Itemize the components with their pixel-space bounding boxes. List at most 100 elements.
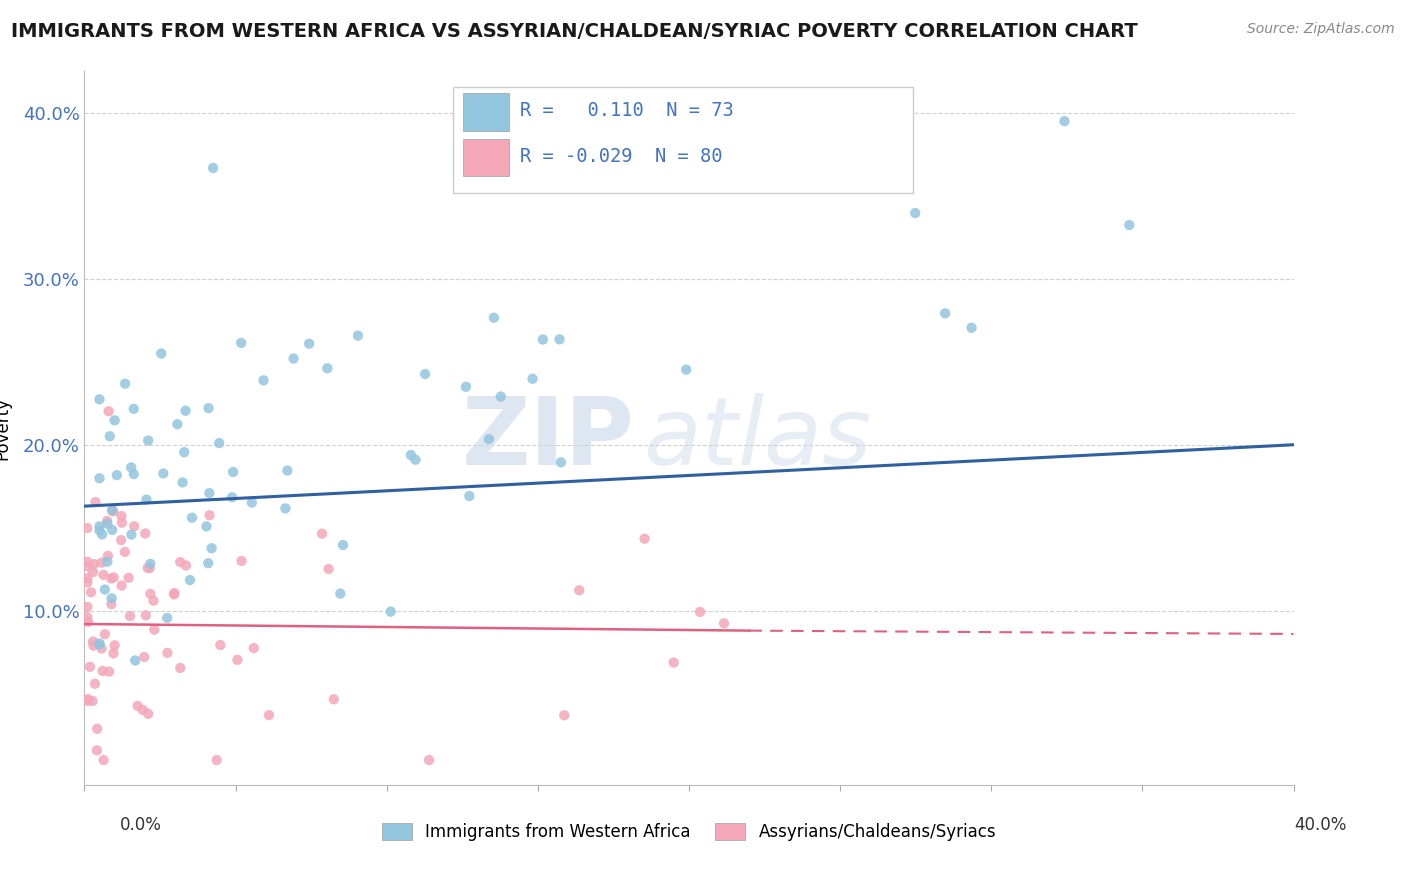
Point	[169, 661, 191, 675]
Point	[76, 571, 98, 585]
Point	[101, 503, 124, 517]
Point	[531, 333, 554, 347]
Point	[166, 417, 188, 432]
Point	[548, 332, 571, 346]
Point	[103, 570, 125, 584]
Point	[200, 541, 222, 556]
Point	[380, 605, 402, 619]
Text: R =   0.110  N = 73: R = 0.110 N = 73	[520, 101, 734, 120]
Point	[79, 660, 101, 674]
Point	[96, 514, 118, 528]
Point	[96, 555, 118, 569]
Point	[76, 521, 98, 535]
Point	[91, 527, 114, 541]
Point	[318, 562, 340, 576]
Point	[89, 519, 111, 533]
Point	[76, 555, 98, 569]
Point	[181, 510, 204, 524]
Point	[110, 579, 132, 593]
Point	[142, 593, 165, 607]
Point	[100, 571, 122, 585]
Point	[89, 471, 111, 485]
Point	[101, 503, 124, 517]
Point	[713, 616, 735, 631]
Point	[89, 392, 111, 407]
Point	[689, 605, 711, 619]
Point	[156, 646, 179, 660]
Point	[76, 575, 98, 590]
Point	[89, 524, 111, 538]
Point	[174, 558, 197, 573]
Point	[82, 694, 104, 708]
Point	[76, 694, 98, 708]
Point	[221, 490, 243, 504]
Point	[173, 445, 195, 459]
Point	[97, 549, 120, 563]
Text: ZIP: ZIP	[461, 392, 634, 485]
Point	[120, 460, 142, 475]
Point	[276, 464, 298, 478]
Point	[329, 586, 352, 600]
Point	[89, 636, 111, 650]
Point	[904, 206, 927, 220]
Point	[89, 638, 111, 652]
Point	[94, 627, 117, 641]
Point	[197, 401, 219, 416]
Point	[110, 533, 132, 548]
Point	[136, 706, 159, 721]
Point	[76, 610, 98, 624]
Point	[96, 516, 118, 531]
Point	[93, 753, 115, 767]
Point	[136, 434, 159, 448]
Point	[208, 436, 231, 450]
Point	[458, 489, 481, 503]
Point	[553, 708, 575, 723]
Point	[662, 656, 685, 670]
Point	[122, 467, 145, 482]
Point	[418, 753, 440, 767]
Point	[522, 372, 544, 386]
Point	[118, 571, 141, 585]
Point	[91, 664, 114, 678]
Point	[283, 351, 305, 366]
Point	[104, 638, 127, 652]
Point	[114, 545, 136, 559]
Point	[139, 557, 162, 571]
Bar	[463, 139, 509, 177]
Point	[1053, 114, 1076, 128]
Point	[332, 538, 354, 552]
Point	[124, 653, 146, 667]
Point	[156, 611, 179, 625]
Point	[489, 390, 512, 404]
Text: 40.0%: 40.0%	[1295, 816, 1347, 834]
Point	[134, 526, 156, 541]
Y-axis label: Poverty: Poverty	[0, 397, 11, 459]
Point	[111, 516, 134, 530]
Point	[172, 475, 194, 490]
Point	[136, 561, 159, 575]
Point	[82, 634, 104, 648]
Point	[633, 532, 655, 546]
Point	[152, 467, 174, 481]
Point	[139, 587, 162, 601]
Point	[127, 698, 149, 713]
Point	[82, 565, 104, 579]
Point	[240, 495, 263, 509]
Point	[311, 526, 333, 541]
Point	[93, 567, 115, 582]
Point	[104, 413, 127, 427]
Point	[77, 692, 100, 706]
Text: Source: ZipAtlas.com: Source: ZipAtlas.com	[1247, 22, 1395, 37]
Point	[209, 638, 232, 652]
FancyBboxPatch shape	[453, 87, 912, 193]
Point	[77, 559, 100, 574]
Point	[174, 403, 197, 417]
Point	[197, 556, 219, 570]
Text: R = -0.029  N = 80: R = -0.029 N = 80	[520, 147, 723, 167]
Point	[202, 161, 225, 175]
Point	[482, 310, 505, 325]
Point	[103, 504, 125, 518]
Point	[132, 703, 155, 717]
Point	[135, 608, 157, 623]
Point	[97, 404, 120, 418]
